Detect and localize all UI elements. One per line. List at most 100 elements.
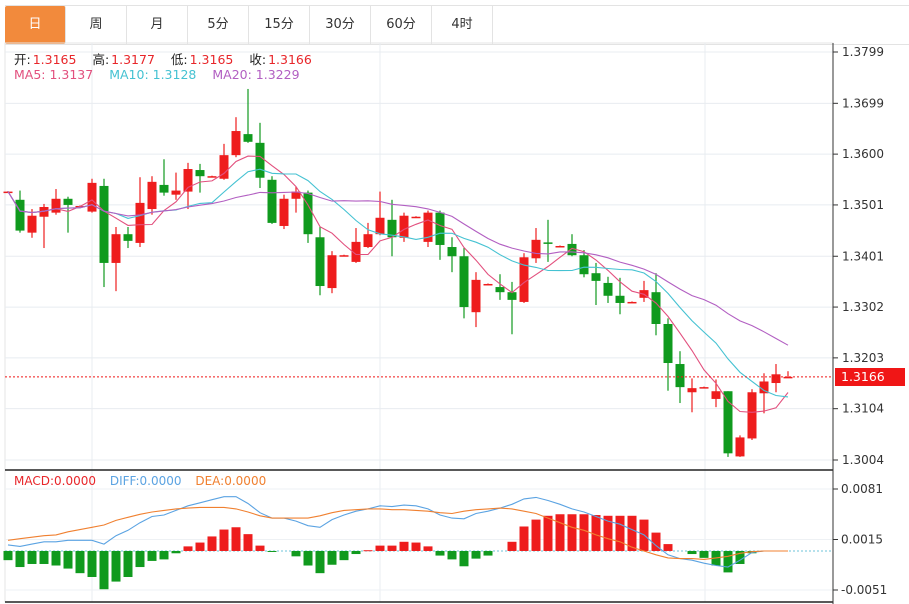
- tab-30min[interactable]: 30分: [310, 6, 371, 44]
- macd-bar: [471, 550, 481, 559]
- y-tick-label: 1.3600: [842, 147, 884, 161]
- period-tabs: 日 周 月 5分 15分 30分 60分 4时: [5, 5, 909, 45]
- ma-legend: MA5: 1.3137 MA10: 1.3128 MA20: 1.3229: [14, 67, 302, 82]
- macd-bar: [579, 514, 589, 551]
- candles: [3, 88, 793, 457]
- candle-up: [147, 181, 157, 210]
- macd-bar: [183, 546, 193, 551]
- candle-down: [591, 273, 601, 281]
- macd-bar: [555, 514, 565, 551]
- candle-up: [231, 131, 241, 156]
- macd-bar: [315, 550, 325, 574]
- macd-legend: MACD:0.0000 DIFF:0.0000 DEA:0.0000: [14, 474, 268, 488]
- macd-bar: [195, 542, 205, 551]
- candle-up: [183, 169, 193, 192]
- candle-up: [135, 202, 145, 243]
- macd-bar: [39, 550, 49, 564]
- macd-bar: [627, 515, 637, 551]
- tab-60min[interactable]: 60分: [371, 6, 432, 44]
- macd-bar: [207, 536, 217, 551]
- plot-frame: [4, 42, 834, 603]
- macd-bar: [543, 515, 553, 551]
- macd-bar: [687, 550, 697, 555]
- diff-line: [7, 496, 788, 568]
- candle-down: [123, 234, 133, 241]
- candle-up: [531, 239, 541, 259]
- macd-bar: [327, 550, 337, 565]
- candle-up: [627, 301, 637, 304]
- macd-y-tick-label: -0.0051: [841, 583, 887, 597]
- ma20-value: MA20: 1.3229: [212, 67, 300, 82]
- candle-up: [759, 381, 769, 394]
- candle-up: [327, 255, 337, 289]
- macd-bar: [651, 532, 661, 551]
- grid: [4, 42, 834, 603]
- macd-bar: [171, 550, 181, 554]
- high-label: 高:: [92, 52, 110, 67]
- candle-up: [291, 191, 301, 199]
- macd-bar: [351, 550, 361, 555]
- macd-bar: [531, 519, 541, 551]
- y-tick-label: 1.3302: [842, 300, 884, 314]
- candle-down: [243, 134, 253, 142]
- macd-bar: [663, 544, 673, 551]
- candle-down: [459, 256, 469, 308]
- candle-up: [351, 241, 361, 262]
- macd-bar: [15, 550, 25, 568]
- macd-bar: [411, 542, 421, 551]
- y-tick-label: 1.3799: [842, 45, 884, 59]
- macd-bar: [63, 550, 73, 569]
- y-tick-label: 1.3501: [842, 198, 884, 212]
- candle-down: [303, 192, 313, 235]
- ma5-line: [7, 155, 789, 413]
- candle-up: [207, 176, 217, 178]
- candle-up: [219, 155, 229, 179]
- candle-down: [159, 184, 169, 193]
- macd-bar: [75, 550, 85, 574]
- tab-week[interactable]: 周: [66, 6, 127, 44]
- candle-up: [711, 391, 721, 399]
- candle-down: [63, 198, 73, 205]
- candle-down: [15, 199, 25, 231]
- candle-down: [255, 142, 265, 178]
- y-tick-label: 1.3401: [842, 249, 884, 263]
- macd-bar: [507, 541, 517, 551]
- macd-bar: [87, 550, 97, 577]
- macd-bar: [399, 541, 409, 551]
- tab-month[interactable]: 月: [127, 6, 188, 44]
- macd-bar: [243, 534, 253, 551]
- candle-up: [27, 215, 37, 233]
- axes: 1.3799 1.3699 1.3600 1.3501 1.3401 1.3302 1.32…: [832, 43, 887, 604]
- ma20-line: [7, 191, 789, 346]
- candle-up: [747, 392, 757, 439]
- ma5-value: MA5: 1.3137: [14, 67, 94, 82]
- high-value: 1.3177: [111, 52, 155, 67]
- macd-bar: [603, 515, 613, 551]
- y-tick-label: 1.3004: [842, 453, 884, 467]
- macd-bar: [423, 546, 433, 551]
- tab-day[interactable]: 日: [5, 6, 66, 44]
- dea-value: DEA:0.0000: [195, 474, 267, 488]
- macd-y-tick-label: 0.0015: [841, 533, 883, 547]
- candle-up: [771, 374, 781, 384]
- open-value: 1.3165: [32, 52, 77, 67]
- candle-up: [87, 182, 97, 212]
- candle-down: [675, 364, 685, 388]
- tab-15min[interactable]: 15分: [249, 6, 310, 44]
- candle-up: [687, 388, 697, 393]
- tab-4hour[interactable]: 4时: [432, 6, 493, 44]
- candle-down: [651, 292, 661, 324]
- candle-up: [399, 215, 409, 238]
- close-label: 收:: [249, 52, 267, 67]
- ma-lines: [5, 155, 833, 413]
- candle-down: [579, 255, 589, 275]
- tab-5min[interactable]: 5分: [188, 6, 249, 44]
- candle-up: [279, 198, 289, 226]
- macd-bar: [723, 550, 733, 573]
- macd-bar: [135, 550, 145, 568]
- candle-up: [699, 387, 709, 389]
- macd-bar: [123, 550, 133, 577]
- ma10-value: MA10: 1.3128: [109, 67, 197, 82]
- macd-bar: [483, 550, 493, 556]
